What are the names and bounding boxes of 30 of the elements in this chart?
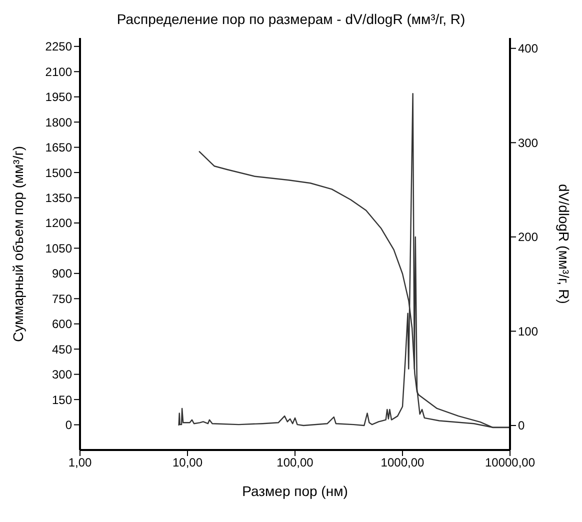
y2-axis-title: dV/dlogR (мм³/г, R) <box>556 184 572 304</box>
y-tick-label: 900 <box>52 266 72 281</box>
x-tick-label: 100,00 <box>276 456 314 470</box>
y-axis-title: Суммарный объем пор (мм³/г) <box>10 146 26 342</box>
y-tick-label: 1050 <box>45 241 72 256</box>
y-tick-label: 600 <box>52 317 72 332</box>
x-axis-title: Размер пор (нм) <box>242 483 348 499</box>
y-tick-label: 0 <box>65 418 72 432</box>
y-tick-label: 750 <box>52 292 72 306</box>
y2-tick-label: 300 <box>518 136 538 150</box>
y2-tick-label: 200 <box>518 230 538 244</box>
chart-title: Распределение пор по размерам - dV/dlogR (мм³/г, R) <box>116 10 466 29</box>
x-tick-label: 10000,00 <box>484 456 536 470</box>
y-tick-label: 1200 <box>45 216 72 230</box>
y2-tick-label: 100 <box>518 324 538 338</box>
y-tick-label: 1650 <box>45 140 72 155</box>
x-tick-label: 1000,00 <box>380 456 425 470</box>
y-tick-label: 1800 <box>45 115 72 130</box>
y-tick-label: 300 <box>52 368 72 382</box>
y-tick-label: 1350 <box>45 191 72 206</box>
y-tick-label: 1500 <box>45 166 72 180</box>
y-tick-label: 150 <box>52 392 72 407</box>
y2-tick-label: 400 <box>518 42 538 56</box>
y-tick-label: 2250 <box>45 40 72 54</box>
y2-tick-label: 0 <box>518 418 525 433</box>
x-tick-label: 10,00 <box>172 456 203 470</box>
y-tick-label: 450 <box>52 342 72 356</box>
y-tick-label: 1950 <box>45 90 72 104</box>
y-tick-label: 2100 <box>45 64 72 79</box>
x-tick-label: 1,00 <box>68 456 92 470</box>
